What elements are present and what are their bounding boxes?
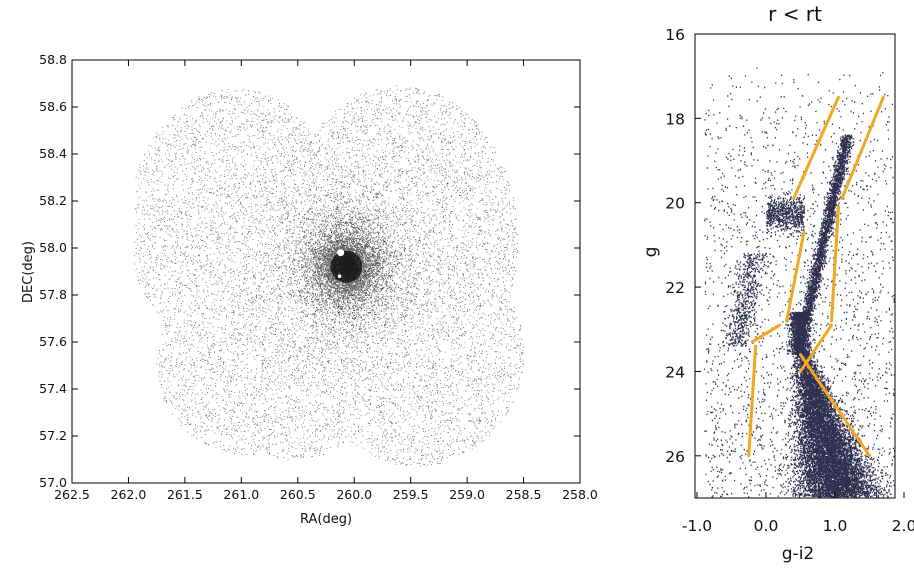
- cmd-y-tick-label: 18: [665, 110, 685, 128]
- bright-star-mask: [337, 249, 345, 257]
- sky-map-stars: [134, 85, 525, 467]
- sky-y-tick-label: 57.8: [39, 287, 67, 302]
- sky-y-tick-label: 57.4: [39, 381, 67, 396]
- sky-x-tick-label: 261.5: [167, 487, 203, 502]
- selection-boundary-segment: [830, 205, 840, 323]
- selection-boundary-segment: [747, 344, 758, 458]
- sky-x-tick-label: 259.5: [393, 487, 429, 502]
- sky-map-x-axis-label: RA(deg): [300, 512, 352, 527]
- sky-x-tick-label: 258.0: [562, 487, 598, 502]
- cmd-x-tick-label: 1.0: [823, 517, 848, 535]
- cmd-y-tick-label: 26: [665, 448, 685, 466]
- sky-y-tick-label: 58.4: [39, 146, 67, 161]
- sky-x-tick-label: 258.5: [506, 487, 542, 502]
- cmd-x-axis-label: g-i2: [782, 544, 814, 564]
- cmd-y-tick-label: 24: [665, 363, 685, 381]
- cmd-y-tick-label: 16: [665, 26, 685, 44]
- sky-map-panel: 262.5 262.0 261.5 261.0 260.5 260.0 259.5 259.0…: [21, 52, 598, 527]
- bright-star-mask: [332, 234, 336, 238]
- cmd-frame: [694, 33, 896, 499]
- cmd-x-tick-label: -1.0: [682, 517, 712, 535]
- cmd-title: r < rt: [768, 2, 822, 26]
- sky-x-tick-label: 259.0: [449, 487, 485, 502]
- sky-y-tick-label: 57.0: [39, 475, 67, 490]
- cmd-y-axis-label: g: [641, 247, 661, 258]
- cmd-y-tick-label: 20: [665, 195, 685, 213]
- selection-boundary-segment: [799, 353, 871, 458]
- sky-y-tick-label: 58.0: [39, 240, 67, 255]
- sky-x-tick-label: 262.0: [111, 487, 147, 502]
- selection-boundary-segment: [840, 95, 885, 201]
- sky-y-tick-label: 57.2: [39, 428, 67, 443]
- sky-map-y-axis-label: DEC(deg): [21, 241, 36, 303]
- sky-x-tick-label: 261.0: [223, 487, 259, 502]
- cmd-ticks: 16 18 20 22 24 26 -1.0 0.0 1.0 2.0: [665, 26, 914, 535]
- sky-x-tick-label: 262.5: [54, 487, 90, 502]
- cmd-stars: [703, 67, 896, 498]
- bright-star-mask: [337, 274, 342, 279]
- sky-map-ticks: 262.5 262.0 261.5 261.0 260.5 260.0 259.5 259.0…: [39, 52, 598, 502]
- cluster-core: [330, 250, 363, 283]
- sky-y-tick-label: 57.6: [39, 334, 67, 349]
- selection-boundary-segment: [750, 323, 782, 344]
- selection-boundary-segment: [792, 95, 840, 201]
- sky-map-frame: [71, 59, 581, 484]
- cmd-y-tick-label: 22: [665, 279, 685, 297]
- sky-y-tick-label: 58.2: [39, 193, 67, 208]
- selection-boundary-segment: [785, 230, 806, 323]
- cmd-selection-boundary: [747, 95, 885, 458]
- sky-x-tick-label: 260.5: [280, 487, 316, 502]
- sky-y-tick-label: 58.8: [39, 52, 67, 67]
- cmd-x-tick-label: 2.0: [892, 517, 914, 535]
- cmd-star-points: [703, 67, 896, 498]
- bright-star-mask: [365, 248, 370, 253]
- cmd-x-tick-label: 0.0: [754, 517, 779, 535]
- field-stars: [134, 85, 525, 467]
- cmd-panel: 16 18 20 22 24 26 -1.0 0.0 1.0 2.0 r < rt g-i2 g: [641, 2, 914, 564]
- sky-y-tick-label: 58.6: [39, 99, 67, 114]
- sky-x-tick-label: 260.0: [336, 487, 372, 502]
